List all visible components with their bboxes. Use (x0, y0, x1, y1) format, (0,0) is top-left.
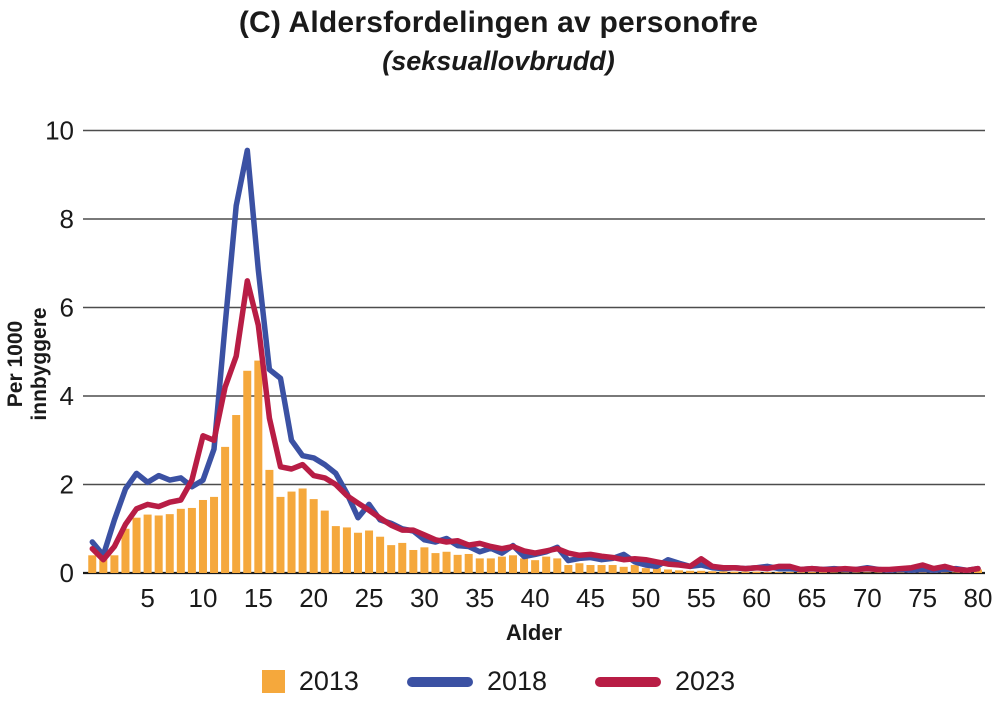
svg-text:6: 6 (60, 293, 74, 323)
svg-text:65: 65 (797, 583, 826, 613)
svg-text:40: 40 (521, 583, 550, 613)
chart-title: (C) Aldersfordelingen av personofre (238, 6, 759, 39)
chart-legend: 2013 2018 2023 (0, 666, 997, 697)
y-axis-title: Per 1000 innbyggere (4, 307, 51, 421)
svg-text:55: 55 (687, 583, 716, 613)
svg-text:50: 50 (631, 583, 660, 613)
y-axis-tick-labels: 0 2 4 6 8 10 (45, 116, 74, 589)
svg-text:35: 35 (465, 583, 494, 613)
x-axis-title: Alder (505, 620, 563, 645)
svg-text:0: 0 (60, 558, 74, 588)
svg-text:75: 75 (908, 583, 937, 613)
x-axis-tick-labels: 5 10 15 20 25 30 35 40 45 50 55 60 65 70 75 80 (140, 583, 992, 613)
legend-item-2018: 2018 (406, 666, 548, 697)
legend-bar-swatch (261, 670, 285, 693)
svg-text:60: 60 (742, 583, 771, 613)
svg-text:70: 70 (853, 583, 882, 613)
svg-text:2: 2 (60, 470, 74, 500)
gridlines (83, 129, 985, 575)
svg-text:10: 10 (189, 583, 218, 613)
svg-text:8: 8 (60, 204, 74, 234)
legend-label-2013: 2013 (298, 666, 359, 696)
legend-line-swatch-2023 (595, 676, 662, 687)
legend-item-2013: 2013 (261, 666, 359, 697)
legend-line-swatch-2018 (406, 676, 473, 687)
bars-2013 (88, 360, 982, 573)
trend-lines (89, 147, 981, 574)
svg-text:10: 10 (45, 116, 74, 146)
legend-label-2023: 2023 (675, 666, 736, 696)
svg-text:5: 5 (140, 583, 154, 613)
svg-text:45: 45 (576, 583, 605, 613)
svg-text:25: 25 (355, 583, 384, 613)
svg-text:30: 30 (410, 583, 439, 613)
svg-text:80: 80 (964, 583, 993, 613)
svg-text:15: 15 (244, 583, 273, 613)
legend-label-2018: 2018 (486, 666, 548, 696)
svg-text:20: 20 (299, 583, 328, 613)
chart-subtitle: (seksuallovbrudd) (382, 46, 615, 76)
svg-text:4: 4 (60, 381, 74, 411)
legend-item-2023: 2023 (595, 666, 735, 697)
